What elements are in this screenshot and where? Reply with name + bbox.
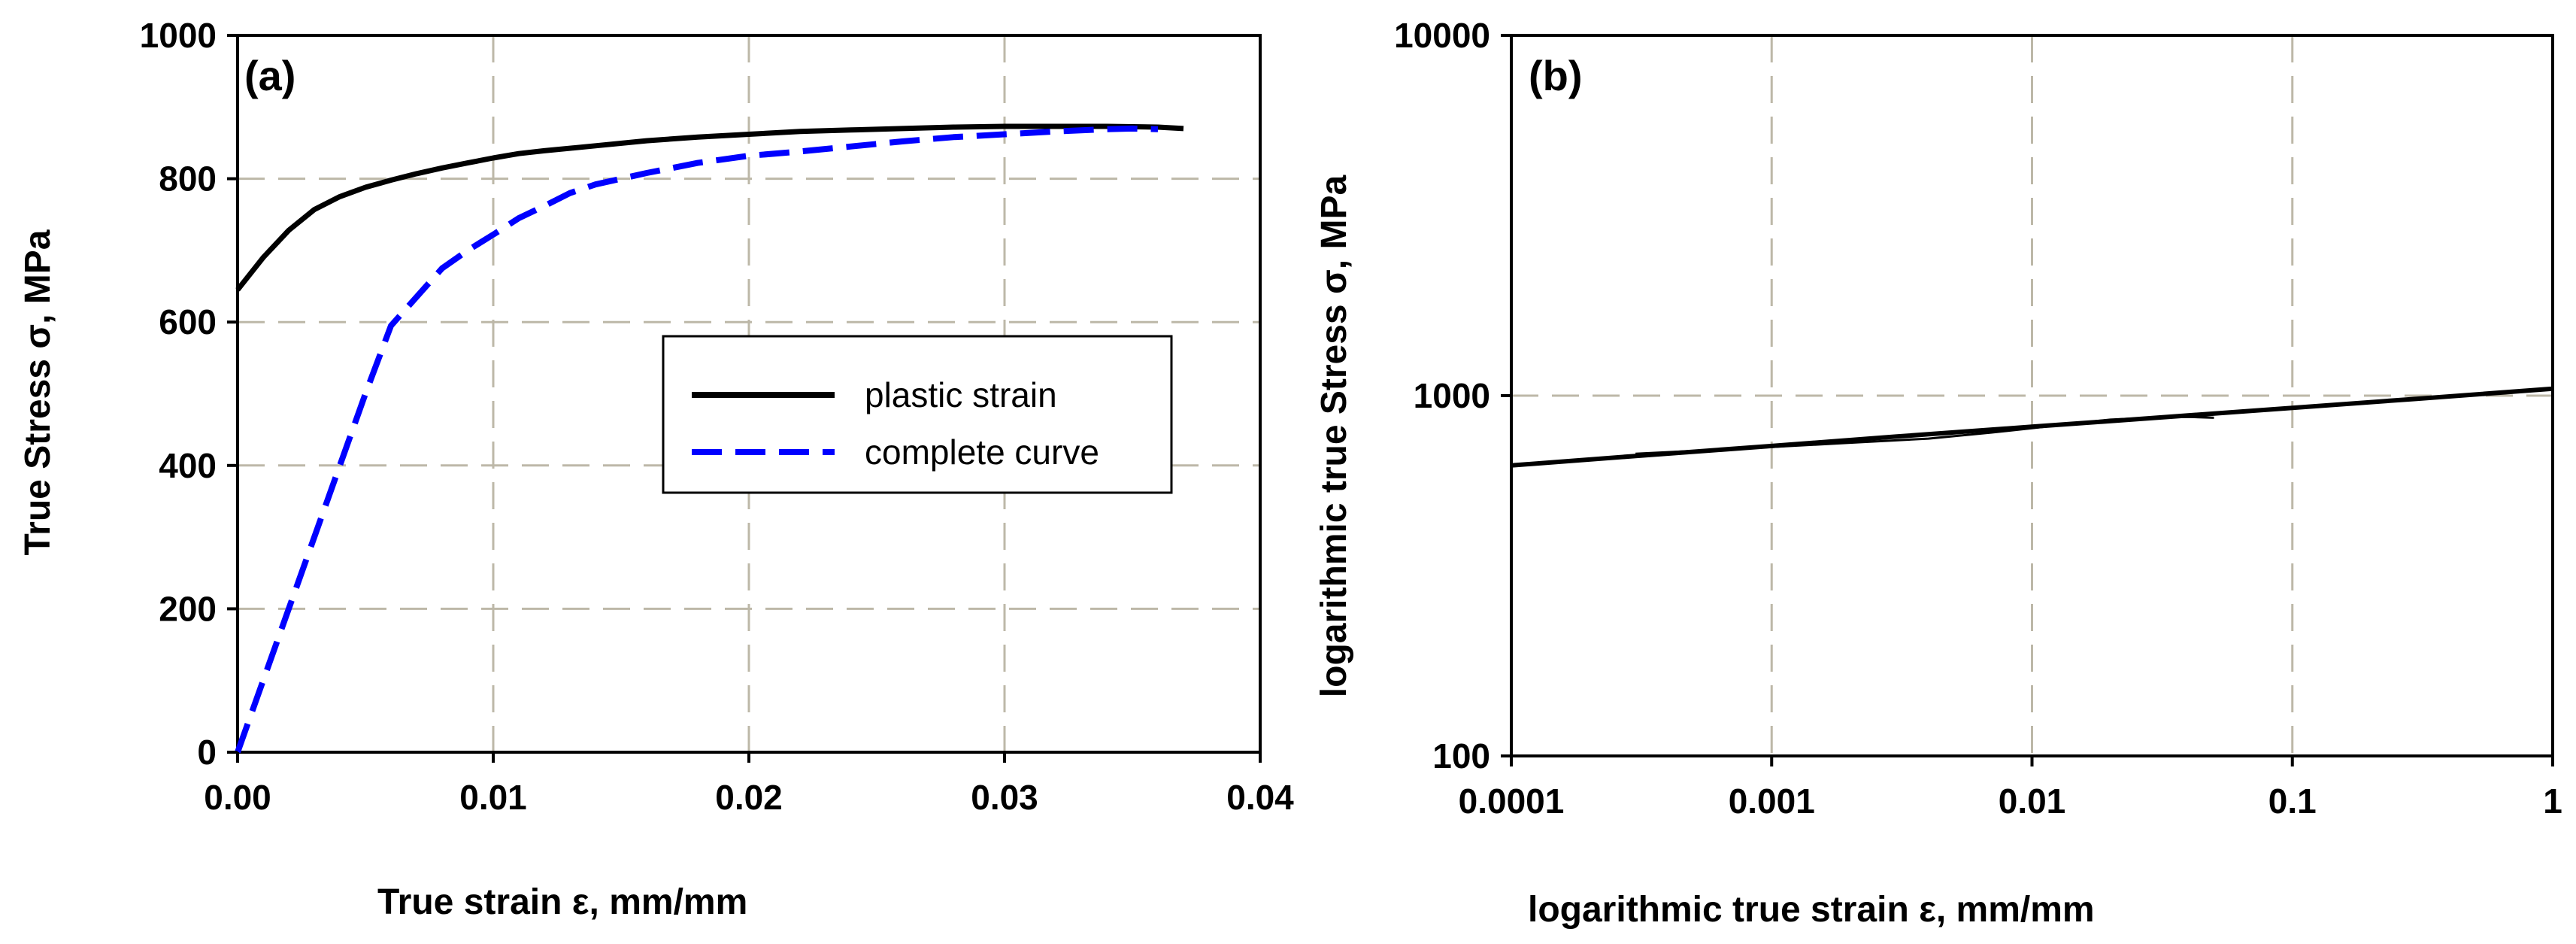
panel-b-label: (b) — [1529, 52, 1583, 99]
panel-b-x-tick-label: 0.1 — [2268, 782, 2317, 821]
panel-b-gridlines — [1511, 35, 2553, 756]
panel-a-x-tick-label: 0.02 — [715, 778, 783, 817]
panel-b-x-axis-title: logarithmic true strain ε, mm/mm — [1528, 890, 2095, 930]
panel-a-y-tick-label: 1000 — [140, 16, 217, 55]
panel-b: 0.0001 0.001 0.01 0.1 1 100 1000 10000 (b) loga… — [1314, 16, 2562, 930]
panel-a-y-tick-label: 0 — [197, 733, 217, 772]
series-line-plastic-strain — [235, 123, 1184, 292]
panel-a-y-axis-title: True Stress σ, MPa — [18, 229, 58, 555]
panel-a: 0.00 0.01 0.02 0.03 0.04 0 200 400 600 800 1000 (a… — [18, 16, 1294, 922]
panel-b-x-tick-label: 0.0001 — [1459, 782, 1565, 821]
panel-a-legend: plastic strain complete curve — [662, 335, 1173, 494]
legend-label-plastic-strain: plastic strain — [865, 375, 1057, 414]
panel-b-x-tick-label: 0.001 — [1729, 782, 1815, 821]
panel-b-x-tick-label: 1 — [2543, 782, 2562, 821]
panel-a-y-tick-label: 200 — [159, 589, 217, 628]
panel-a-y-tick-label: 600 — [159, 302, 217, 341]
panel-a-series — [235, 123, 1184, 754]
panel-a-ticks: 0.00 0.01 0.02 0.03 0.04 0 200 400 600 800 1000 — [140, 16, 1295, 817]
panel-b-x-tick-label: 0.01 — [1999, 782, 2066, 821]
series-line-log-fit — [1511, 386, 2553, 468]
legend-box — [662, 335, 1173, 494]
panel-a-x-tick-label: 0.04 — [1226, 778, 1294, 817]
panel-a-x-tick-label: 0.01 — [459, 778, 527, 817]
series-line-log-data — [1635, 415, 2214, 455]
panel-a-x-tick-label: 0.03 — [971, 778, 1038, 817]
panel-a-x-axis-title: True strain ε, mm/mm — [377, 882, 747, 922]
panel-b-ticks: 0.0001 0.001 0.01 0.1 1 100 1000 10000 — [1394, 16, 2562, 821]
panel-b-series — [1511, 386, 2553, 468]
panel-b-y-tick-label: 100 — [1432, 736, 1490, 776]
panel-b-y-tick-label: 10000 — [1394, 16, 1490, 55]
series-line-complete-curve — [235, 125, 1159, 754]
panel-a-x-tick-label: 0.00 — [204, 778, 271, 817]
panel-a-y-tick-label: 800 — [159, 159, 217, 199]
panel-b-y-tick-label: 1000 — [1414, 376, 1490, 415]
panel-b-y-axis-title: logarithmic true Stress σ, MPa — [1314, 175, 1354, 698]
legend-label-complete-curve: complete curve — [865, 433, 1099, 472]
panel-a-y-tick-label: 400 — [159, 446, 217, 485]
panel-a-label: (a) — [244, 52, 295, 99]
